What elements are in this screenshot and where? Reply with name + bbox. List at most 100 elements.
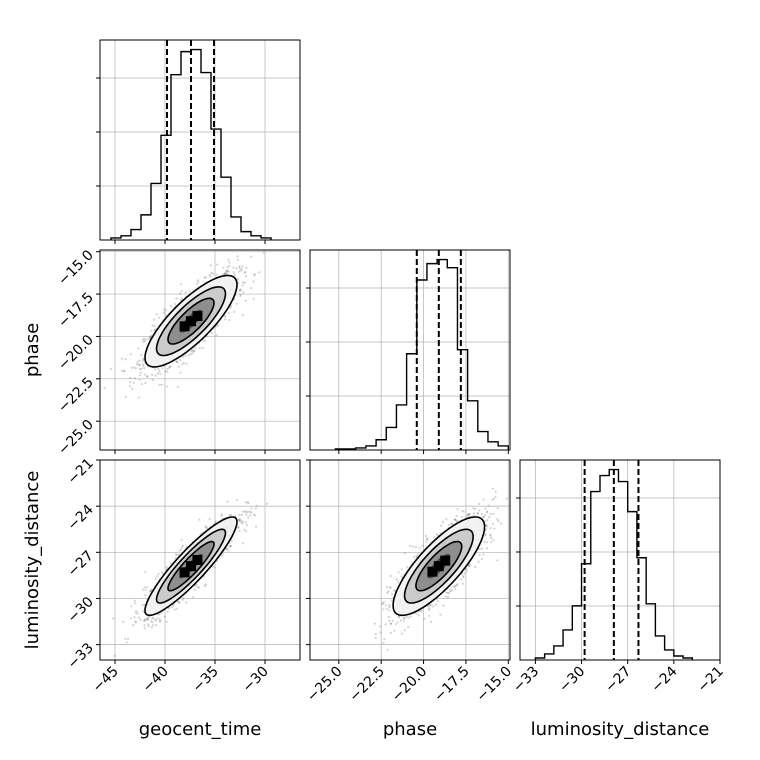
scatter-point (142, 340, 145, 343)
scatter-point (244, 299, 247, 302)
scatter-point (232, 271, 235, 274)
scatter-point (386, 648, 389, 651)
hist-panel-luminosity_distance (516, 459, 721, 664)
scatter-point (450, 523, 453, 526)
scatter-point (483, 534, 486, 537)
scatter-point (144, 381, 147, 385)
scatter-point (124, 395, 127, 398)
scatter-point (442, 604, 445, 607)
scatter-point (383, 637, 386, 641)
scatter-point (228, 264, 231, 267)
scatter-point (496, 518, 499, 521)
density-cell (192, 554, 203, 565)
scatter-point (209, 264, 212, 267)
scatter-point (485, 528, 488, 531)
scatter-point (204, 276, 207, 279)
scatter-point (142, 365, 145, 368)
scatter-point (193, 588, 196, 591)
scatter-point (505, 497, 509, 500)
panel-frame (99, 249, 301, 451)
scatter-point (109, 368, 112, 371)
density-cell (440, 555, 451, 566)
scatter-point (178, 600, 181, 603)
scatter-point (415, 545, 418, 549)
scatter-point (190, 349, 193, 352)
scatter-point (255, 504, 258, 507)
scatter-point (129, 617, 132, 620)
x-tick-label: −30 (240, 664, 272, 696)
scatter-point (144, 618, 147, 621)
scatter-point (150, 620, 153, 623)
scatter-point (484, 514, 487, 517)
scatter-point (247, 516, 250, 519)
scatter-point (387, 615, 390, 619)
scatter-point (132, 381, 136, 384)
scatter-point (456, 507, 459, 511)
scatter-point (490, 540, 493, 544)
scatter-point (433, 536, 436, 539)
scatter-point (245, 513, 248, 516)
scatter-point (403, 617, 406, 620)
scatter-point (175, 360, 178, 363)
scatter-point (137, 347, 140, 350)
scatter-point (429, 604, 432, 607)
scatter-point (166, 367, 169, 371)
scatter-point (400, 575, 403, 578)
scatter-point (487, 504, 490, 507)
scatter-point (131, 387, 134, 390)
scatter-point (461, 582, 464, 585)
scatter-point (151, 621, 154, 624)
scatter-point (452, 585, 455, 588)
scatter-point (226, 269, 229, 272)
scatter-point (133, 366, 136, 369)
scatter-point (244, 501, 247, 504)
scatter-point (164, 370, 167, 373)
scatter-point (484, 533, 487, 536)
scatter-point (241, 520, 244, 523)
scatter-point (490, 536, 493, 540)
scatter-point (224, 271, 227, 275)
scatter-point (473, 511, 476, 514)
scatter-point (137, 616, 140, 619)
scatter-point (197, 280, 200, 283)
scatter-point (454, 518, 457, 522)
y-tick-label: −20.0 (55, 332, 97, 374)
scatter-point (134, 621, 138, 624)
scatter-point (220, 513, 223, 516)
scatter-point (236, 258, 240, 261)
scatter-point (397, 615, 400, 618)
scatter-point (252, 513, 255, 516)
scatter-point (182, 361, 185, 364)
scatter-point (392, 589, 395, 592)
scatter-point (453, 585, 456, 588)
scatter-point (491, 487, 494, 490)
scatter-point (210, 271, 213, 274)
scatter-point (250, 255, 253, 258)
scatter-point (205, 526, 208, 529)
scatter-point (173, 608, 176, 611)
scatter-point (216, 324, 220, 328)
scatter-point (215, 273, 218, 276)
density-core (427, 555, 451, 577)
scatter-point (133, 616, 136, 619)
scatter-point (146, 586, 149, 589)
scatter-point (446, 595, 449, 599)
scatter-point (391, 619, 394, 623)
scatter-point (236, 277, 240, 280)
density-cell (186, 316, 196, 327)
scatter-point (488, 516, 491, 519)
scatter-point (151, 324, 154, 327)
scatter-point (162, 311, 165, 314)
scatter-point (156, 575, 159, 578)
scatter-point (382, 608, 385, 611)
scatter-point (142, 357, 145, 360)
y-axis-label-phase: phase (22, 323, 43, 377)
scatter-point (497, 520, 500, 523)
scatter-point (241, 265, 244, 268)
scatter-point (155, 619, 158, 622)
scatter-point (216, 263, 219, 266)
scatter-point (192, 595, 195, 599)
x-tick-label: −25.0 (304, 664, 346, 706)
scatter-point (136, 363, 139, 366)
scatter-point (449, 590, 452, 593)
